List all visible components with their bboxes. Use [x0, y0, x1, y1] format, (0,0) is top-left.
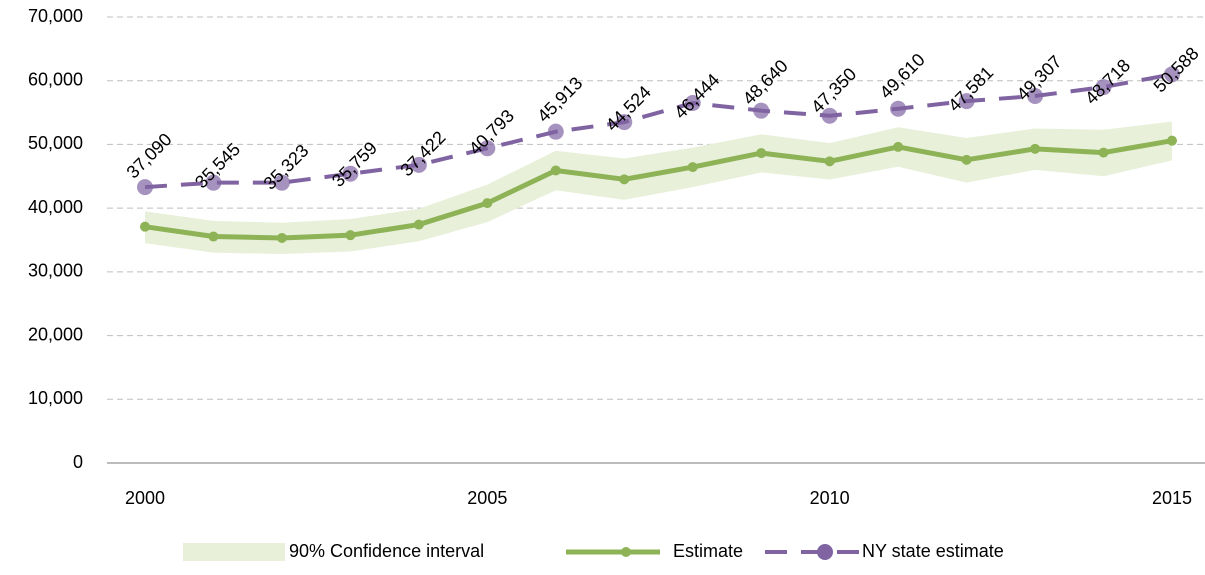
data-label: 46,444	[670, 70, 723, 123]
point	[756, 148, 767, 159]
point	[958, 93, 975, 110]
point	[753, 102, 770, 119]
point	[961, 154, 972, 165]
point	[890, 100, 907, 117]
x-tick-label: 2010	[810, 488, 850, 508]
legend-marker	[817, 544, 833, 560]
dashed-line	[144, 72, 1173, 190]
x-tick-label: 2005	[467, 488, 507, 508]
point	[547, 123, 564, 140]
point	[616, 114, 633, 131]
y-tick-label: 70,000	[28, 6, 83, 26]
point	[1095, 79, 1112, 96]
point	[273, 174, 290, 191]
point	[1098, 147, 1109, 158]
point	[1164, 66, 1180, 83]
point	[345, 230, 356, 241]
data-label: 49,610	[876, 49, 929, 102]
point	[687, 162, 698, 173]
confidence-band	[145, 121, 1172, 255]
point	[137, 179, 153, 196]
point	[342, 165, 359, 182]
data-label: 37,090	[123, 129, 176, 182]
point	[1030, 143, 1041, 154]
point	[479, 140, 496, 157]
point	[205, 174, 222, 191]
legend-swatch	[183, 543, 285, 561]
y-tick-label: 60,000	[28, 69, 83, 89]
point	[619, 174, 630, 185]
point	[1167, 135, 1177, 146]
line	[144, 138, 1173, 241]
data-label: 35,759	[328, 138, 381, 191]
point	[1027, 88, 1044, 105]
point	[821, 107, 838, 124]
point	[208, 231, 219, 242]
legend-label: Estimate	[673, 541, 743, 561]
y-tick-label: 10,000	[28, 388, 83, 408]
point	[482, 198, 493, 209]
legend-marker	[621, 547, 631, 557]
point	[824, 156, 835, 167]
point	[684, 95, 701, 112]
data-label: 37,422	[396, 127, 449, 180]
y-tick-label: 30,000	[28, 261, 83, 281]
point	[410, 156, 427, 173]
point	[550, 165, 561, 176]
legend-label: NY state estimate	[862, 541, 1004, 561]
point	[413, 219, 424, 230]
x-tick-label: 2015	[1152, 488, 1192, 508]
point	[893, 141, 904, 152]
data-label: 50,588	[1150, 43, 1203, 96]
x-tick-label: 2000	[125, 488, 165, 508]
point	[276, 232, 287, 243]
y-tick-label: 40,000	[28, 197, 83, 217]
y-tick-label: 20,000	[28, 324, 83, 344]
data-label: 48,640	[739, 56, 792, 109]
legend-label: 90% Confidence interval	[289, 541, 484, 561]
point	[140, 221, 150, 232]
y-tick-label: 50,000	[28, 133, 83, 153]
y-tick-label: 0	[73, 452, 83, 472]
